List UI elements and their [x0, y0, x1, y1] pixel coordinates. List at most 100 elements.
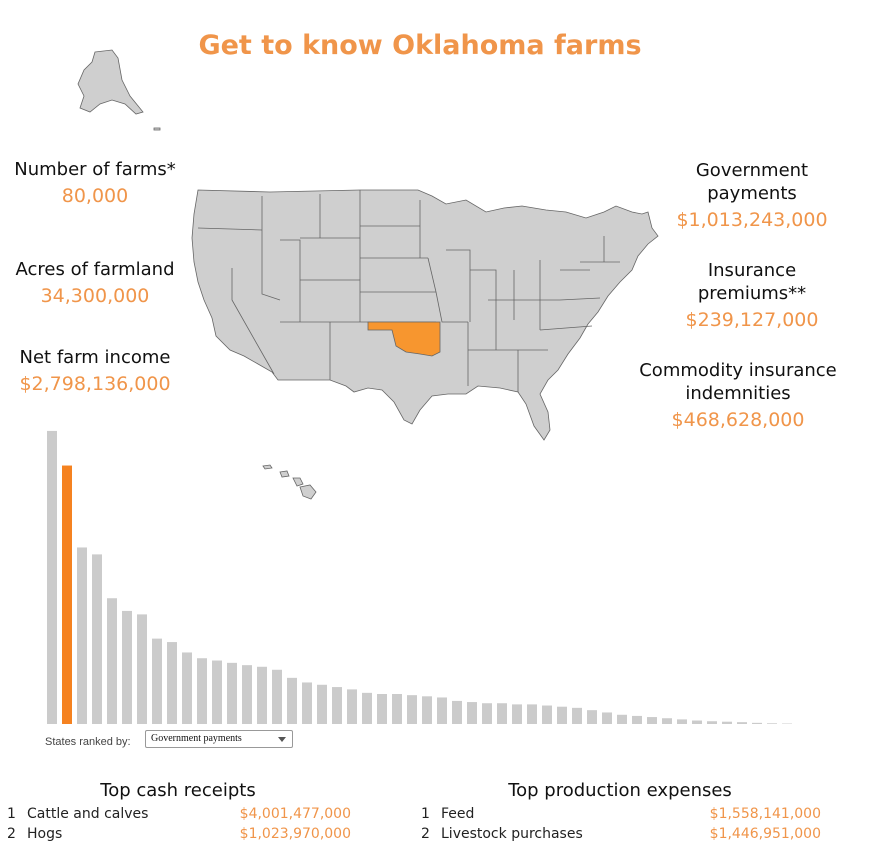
chevron-down-icon: [278, 737, 286, 742]
state-hawaii[interactable]: [262, 464, 317, 500]
bar[interactable]: [317, 684, 327, 724]
stat-label: Number of farms*: [14, 159, 176, 180]
bar[interactable]: [182, 652, 192, 724]
bar[interactable]: [497, 703, 507, 724]
bar[interactable]: [647, 717, 657, 724]
stat-value: $468,628,000: [671, 409, 805, 431]
bar[interactable]: [392, 694, 402, 724]
ranking-metric-select[interactable]: Government payments: [145, 730, 293, 748]
stat-label-line: premiums**: [697, 283, 807, 304]
bar[interactable]: [737, 722, 747, 724]
list-item: 1 Cattle and calves $4,001,477,000: [7, 806, 351, 824]
bar[interactable]: [512, 704, 522, 724]
rank: 2: [7, 826, 16, 842]
list-item: 2 Livestock purchases $1,446,951,000: [421, 826, 821, 844]
bar[interactable]: [752, 722, 762, 724]
stat-commodity-insurance-indemnities: Commodity insurance indemnities $468,628…: [622, 359, 854, 431]
states-ranked-by-label: States ranked by:: [45, 736, 131, 748]
item-amount: $1,558,141,000: [709, 806, 821, 822]
bar[interactable]: [767, 723, 777, 724]
rank: 1: [7, 806, 16, 822]
list-item: 1 Feed $1,558,141,000: [421, 806, 821, 824]
bar[interactable]: [227, 662, 237, 724]
bar[interactable]: [287, 677, 297, 724]
bar[interactable]: [92, 554, 102, 724]
bar[interactable]: [347, 689, 357, 724]
bar[interactable]: [332, 687, 342, 724]
state-alaska-islands: [153, 127, 161, 131]
bar[interactable]: [722, 721, 732, 724]
bar[interactable]: [632, 715, 642, 724]
bar[interactable]: [542, 705, 552, 724]
bar[interactable]: [602, 712, 612, 724]
item-name: Livestock purchases: [441, 826, 583, 842]
item-name: Hogs: [27, 826, 63, 842]
stat-label-line: Insurance: [707, 260, 797, 281]
top-cash-receipts-title: Top cash receipts: [100, 780, 256, 801]
stat-value: 34,300,000: [40, 285, 150, 307]
bar[interactable]: [467, 702, 477, 724]
stat-label: Acres of farmland: [15, 259, 175, 280]
bar[interactable]: [362, 692, 372, 724]
state-oklahoma[interactable]: [367, 321, 441, 357]
item-amount: $1,446,951,000: [709, 826, 821, 842]
state-borders: [197, 190, 620, 392]
bar[interactable]: [107, 598, 117, 724]
stat-label: Net farm income: [19, 347, 171, 368]
bar[interactable]: [212, 660, 222, 724]
bar[interactable]: [77, 547, 87, 724]
bar[interactable]: [302, 682, 312, 724]
stat-number-of-farms: Number of farms* 80,000: [0, 158, 190, 207]
stat-value: $239,127,000: [685, 309, 819, 331]
stat-label-line: Commodity insurance: [639, 360, 837, 381]
bar[interactable]: [47, 430, 57, 724]
rank: 2: [421, 826, 430, 842]
bar[interactable]: [197, 658, 207, 724]
stat-label-line: payments: [707, 183, 797, 204]
bar[interactable]: [662, 718, 672, 724]
stat-value: 80,000: [61, 185, 129, 207]
bar[interactable]: [422, 696, 432, 724]
bar[interactable]: [377, 694, 387, 724]
stat-acres-of-farmland: Acres of farmland 34,300,000: [0, 258, 190, 307]
list-item: 2 Hogs $1,023,970,000: [7, 826, 351, 844]
bar[interactable]: [452, 700, 462, 724]
stat-net-farm-income: Net farm income $2,798,136,000: [0, 346, 190, 395]
bar[interactable]: [617, 714, 627, 724]
stat-value: $1,013,243,000: [676, 209, 828, 231]
bar[interactable]: [257, 666, 267, 724]
bar-oklahoma[interactable]: [62, 465, 72, 724]
bar[interactable]: [527, 704, 537, 724]
item-name: Cattle and calves: [27, 806, 149, 822]
bar[interactable]: [482, 703, 492, 724]
bar[interactable]: [122, 610, 132, 724]
stat-government-payments: Government payments $1,013,243,000: [636, 159, 868, 231]
item-amount: $4,001,477,000: [239, 806, 351, 822]
bar[interactable]: [137, 614, 147, 724]
stat-label-line: indemnities: [685, 383, 791, 404]
stat-value: $2,798,136,000: [19, 373, 171, 395]
bar[interactable]: [167, 642, 177, 724]
bar[interactable]: [557, 706, 567, 724]
rank: 1: [421, 806, 430, 822]
bar[interactable]: [407, 695, 417, 724]
item-amount: $1,023,970,000: [239, 826, 351, 842]
bar[interactable]: [242, 665, 252, 724]
bar[interactable]: [587, 710, 597, 724]
state-alaska[interactable]: [77, 49, 144, 115]
bar[interactable]: [692, 720, 702, 724]
page-title: Get to know Oklahoma farms: [198, 30, 642, 61]
stat-insurance-premiums: Insurance premiums** $239,127,000: [636, 259, 868, 331]
stat-label-line: Government: [695, 160, 809, 181]
contiguous-us: [191, 189, 659, 441]
bar[interactable]: [572, 707, 582, 724]
bar[interactable]: [152, 638, 162, 724]
bar[interactable]: [437, 697, 447, 724]
bar[interactable]: [677, 719, 687, 724]
bar[interactable]: [707, 721, 717, 724]
bar[interactable]: [272, 669, 282, 724]
top-production-expenses-title: Top production expenses: [508, 780, 732, 801]
select-value: Government payments: [151, 733, 242, 744]
